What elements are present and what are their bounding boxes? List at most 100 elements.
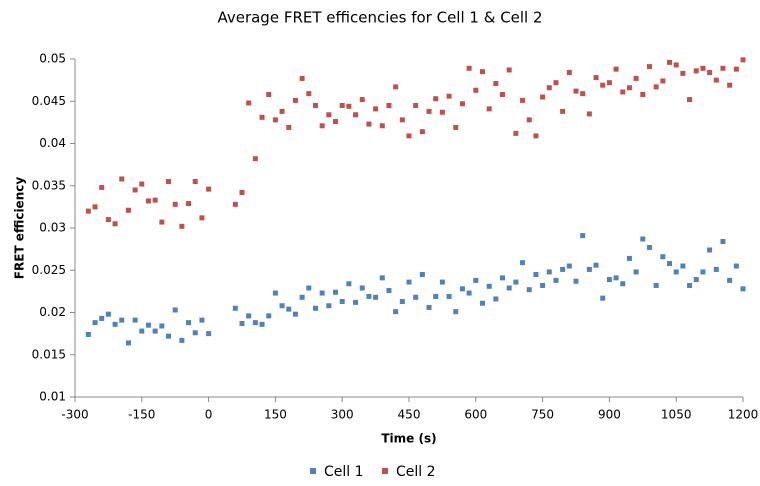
data-point xyxy=(533,271,539,277)
y-tick-label: 0.01 xyxy=(39,390,66,404)
data-point xyxy=(419,129,425,135)
data-point xyxy=(546,85,552,91)
data-point xyxy=(306,91,312,97)
data-point xyxy=(119,176,125,182)
data-point xyxy=(667,260,673,266)
data-point xyxy=(112,221,118,227)
data-point xyxy=(206,186,212,192)
x-tick-label: 1200 xyxy=(728,408,759,422)
x-tick-label: -150 xyxy=(128,408,155,422)
data-point xyxy=(85,208,91,214)
data-point xyxy=(733,66,739,72)
data-point xyxy=(520,97,526,103)
y-tick-label: 0.03 xyxy=(39,221,66,235)
data-point xyxy=(99,184,105,190)
data-point xyxy=(740,286,746,292)
data-point xyxy=(720,65,726,71)
data-point xyxy=(526,287,532,293)
data-point xyxy=(653,282,659,288)
data-point xyxy=(413,294,419,300)
data-point xyxy=(673,62,679,68)
data-point xyxy=(186,200,192,206)
data-point xyxy=(426,304,432,310)
data-point xyxy=(359,285,365,291)
data-point xyxy=(179,223,185,229)
data-point xyxy=(326,112,332,118)
data-point xyxy=(353,112,359,118)
data-point xyxy=(259,321,265,327)
data-point xyxy=(693,277,699,283)
data-point xyxy=(399,299,405,305)
data-point xyxy=(673,269,679,275)
data-point xyxy=(439,109,445,115)
data-point xyxy=(687,97,693,103)
data-point xyxy=(513,130,519,136)
data-point xyxy=(239,320,245,326)
data-point xyxy=(192,179,198,185)
data-point xyxy=(186,320,192,326)
data-point xyxy=(606,277,612,283)
data-point xyxy=(707,70,713,76)
data-point xyxy=(560,266,566,272)
data-point xyxy=(540,282,546,288)
data-point xyxy=(252,320,258,326)
data-point xyxy=(446,93,452,99)
data-point xyxy=(346,281,352,287)
data-point xyxy=(266,91,272,97)
data-point xyxy=(312,305,318,311)
y-tick-label: 0.045 xyxy=(32,94,66,108)
data-point xyxy=(139,328,145,334)
data-point xyxy=(359,97,365,103)
data-point xyxy=(566,263,572,269)
data-point xyxy=(406,279,412,285)
data-point xyxy=(333,119,339,125)
legend-label: Cell 2 xyxy=(396,464,436,480)
data-point xyxy=(620,281,626,287)
data-point xyxy=(112,321,118,327)
y-tick-label: 0.04 xyxy=(39,136,66,150)
data-point xyxy=(246,100,252,106)
data-point xyxy=(506,67,512,73)
data-point xyxy=(333,289,339,295)
data-point xyxy=(633,75,639,81)
chart-title: Average FRET efficencies for Cell 1 & Ce… xyxy=(217,9,542,27)
data-point xyxy=(192,330,198,336)
data-point xyxy=(373,294,379,300)
data-point xyxy=(433,96,439,102)
data-point xyxy=(606,80,612,86)
data-point xyxy=(99,315,105,321)
data-point xyxy=(446,293,452,299)
data-point xyxy=(433,293,439,299)
data-point xyxy=(132,187,138,193)
data-point xyxy=(125,207,131,213)
data-point xyxy=(640,91,646,97)
data-point xyxy=(419,271,425,277)
data-point xyxy=(613,275,619,281)
data-point xyxy=(366,121,372,127)
x-tick-label: 300 xyxy=(331,408,354,422)
data-point xyxy=(413,102,419,108)
data-point xyxy=(85,331,91,337)
data-point xyxy=(159,219,165,225)
data-point xyxy=(553,80,559,86)
x-tick-label: 0 xyxy=(205,408,213,422)
data-point xyxy=(700,65,706,71)
x-tick-label: 600 xyxy=(464,408,487,422)
data-point xyxy=(573,88,579,94)
data-point xyxy=(733,263,739,269)
data-point xyxy=(92,204,98,210)
data-point xyxy=(600,82,606,88)
data-point xyxy=(319,123,325,129)
data-point xyxy=(272,290,278,296)
data-point xyxy=(286,306,292,312)
data-point xyxy=(620,89,626,95)
data-point xyxy=(459,101,465,107)
legend-marker xyxy=(310,468,316,474)
data-point xyxy=(386,102,392,108)
data-point xyxy=(626,85,632,91)
data-point xyxy=(386,288,392,294)
data-point xyxy=(439,279,445,285)
data-point xyxy=(206,331,212,337)
data-point xyxy=(426,108,432,114)
